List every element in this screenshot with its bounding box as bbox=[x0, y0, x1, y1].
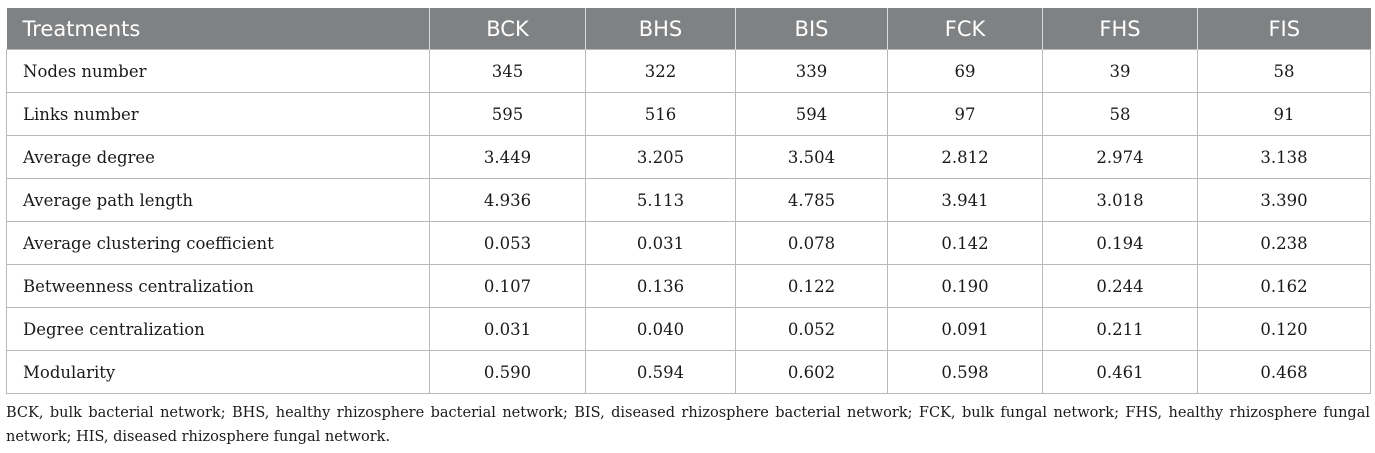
table-cell: 3.205 bbox=[585, 135, 736, 179]
column-header-fis: FIS bbox=[1197, 8, 1371, 50]
table-cell: 0.468 bbox=[1197, 350, 1371, 394]
row-label: Average path length bbox=[6, 178, 430, 222]
table-cell: 322 bbox=[585, 49, 736, 93]
table-cell: 5.113 bbox=[585, 178, 736, 222]
row-label: Nodes number bbox=[6, 49, 430, 93]
table-cell: 0.238 bbox=[1197, 221, 1371, 265]
table-cell: 0.461 bbox=[1042, 350, 1198, 394]
row-label: Degree centralization bbox=[6, 307, 430, 351]
table-cell: 39 bbox=[1042, 49, 1198, 93]
table-row: Modularity 0.590 0.594 0.602 0.598 0.461 0.468 bbox=[6, 350, 1371, 394]
table-cell: 0.602 bbox=[735, 350, 888, 394]
table-cell: 2.812 bbox=[887, 135, 1043, 179]
table-cell: 0.211 bbox=[1042, 307, 1198, 351]
row-label: Links number bbox=[6, 92, 430, 136]
table-row: Links number 595 516 594 97 58 91 bbox=[6, 92, 1371, 136]
table-row: Average degree 3.449 3.205 3.504 2.812 2.974 3… bbox=[6, 135, 1371, 179]
network-properties-table: Treatments BCK BHS BIS FCK FHS FIS Nodes… bbox=[6, 8, 1371, 394]
table-header: Treatments BCK BHS BIS FCK FHS FIS bbox=[6, 8, 1371, 50]
table-cell: 4.785 bbox=[735, 178, 888, 222]
table-cell: 345 bbox=[429, 49, 586, 93]
table-cell: 0.122 bbox=[735, 264, 888, 308]
column-header-fhs: FHS bbox=[1042, 8, 1198, 50]
table-cell: 3.018 bbox=[1042, 178, 1198, 222]
table-cell: 0.244 bbox=[1042, 264, 1198, 308]
row-label: Average degree bbox=[6, 135, 430, 179]
table-container: Treatments BCK BHS BIS FCK FHS FIS Nodes… bbox=[6, 8, 1371, 449]
table-cell: 0.190 bbox=[887, 264, 1043, 308]
table-cell: 595 bbox=[429, 92, 586, 136]
table-cell: 0.162 bbox=[1197, 264, 1371, 308]
table-cell: 0.091 bbox=[887, 307, 1043, 351]
table-cell: 91 bbox=[1197, 92, 1371, 136]
table-cell: 0.107 bbox=[429, 264, 586, 308]
table-footnote: BCK, bulk bacterial network; BHS, health… bbox=[6, 405, 1370, 445]
table-row: Average clustering coefficient 0.053 0.031… bbox=[6, 221, 1371, 265]
table-cell: 0.120 bbox=[1197, 307, 1371, 351]
table-cell: 3.941 bbox=[887, 178, 1043, 222]
table-cell: 0.031 bbox=[585, 221, 736, 265]
header-row: Treatments BCK BHS BIS FCK FHS FIS bbox=[6, 8, 1371, 50]
table-cell: 0.053 bbox=[429, 221, 586, 265]
table-cell: 58 bbox=[1197, 49, 1371, 93]
column-header-bis: BIS bbox=[735, 8, 888, 50]
table-row: Average path length 4.936 5.113 4.785 3.941 3… bbox=[6, 178, 1371, 222]
table-cell: 0.031 bbox=[429, 307, 586, 351]
table-cell: 0.194 bbox=[1042, 221, 1198, 265]
row-label: Average clustering coefficient bbox=[6, 221, 430, 265]
column-header-bhs: BHS bbox=[585, 8, 736, 50]
row-label: Modularity bbox=[6, 350, 430, 394]
table-cell: 3.390 bbox=[1197, 178, 1371, 222]
table-cell: 594 bbox=[735, 92, 888, 136]
column-header-treatments: Treatments bbox=[22, 16, 141, 41]
table-cell: 58 bbox=[1042, 92, 1198, 136]
table-cell: 0.136 bbox=[585, 264, 736, 308]
row-label: Betweenness centralization bbox=[6, 264, 430, 308]
table-cell: 0.142 bbox=[887, 221, 1043, 265]
table-cell: 0.590 bbox=[429, 350, 586, 394]
table-cell: 0.598 bbox=[887, 350, 1043, 394]
table-cell: 4.936 bbox=[429, 178, 586, 222]
table-cell: 2.974 bbox=[1042, 135, 1198, 179]
table-cell: 0.052 bbox=[735, 307, 888, 351]
table-cell: 339 bbox=[735, 49, 888, 93]
table-body: Nodes number 345 322 339 69 39 58 Links number 5… bbox=[6, 49, 1371, 394]
column-header-bck: BCK bbox=[429, 8, 586, 50]
table-cell: 69 bbox=[887, 49, 1043, 93]
table-cell: 97 bbox=[887, 92, 1043, 136]
table-cell: 0.040 bbox=[585, 307, 736, 351]
table-row: Degree centralization 0.031 0.040 0.052 0.09… bbox=[6, 307, 1371, 351]
table-cell: 0.078 bbox=[735, 221, 888, 265]
table-row: Nodes number 345 322 339 69 39 58 bbox=[6, 49, 1371, 93]
table-row: Betweenness centralization 0.107 0.136 0.12… bbox=[6, 264, 1371, 308]
table-cell: 516 bbox=[585, 92, 736, 136]
column-header-fck: FCK bbox=[887, 8, 1043, 50]
table-cell: 3.449 bbox=[429, 135, 586, 179]
table-cell: 0.594 bbox=[585, 350, 736, 394]
table-cell: 3.138 bbox=[1197, 135, 1371, 179]
table-cell: 3.504 bbox=[735, 135, 888, 179]
